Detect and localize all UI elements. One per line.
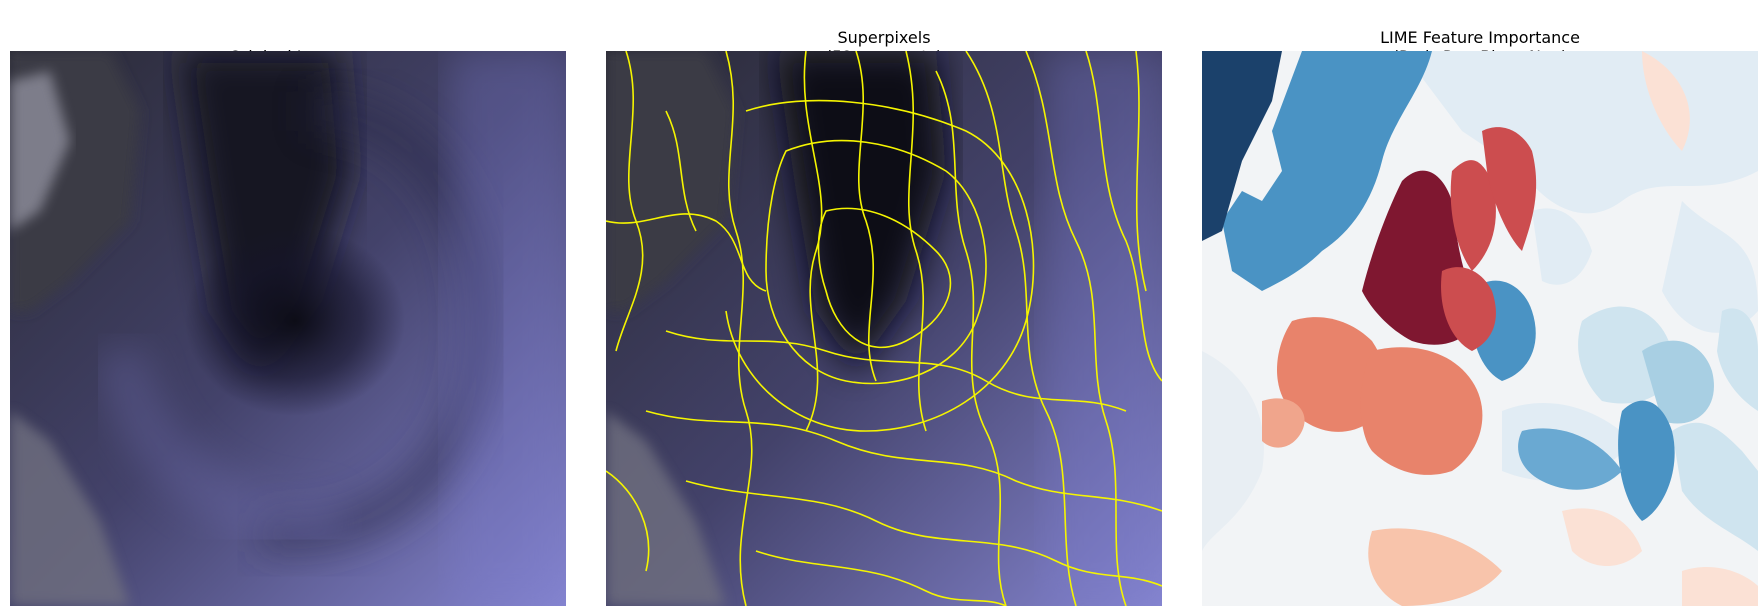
superpixel-boundaries [606,51,1162,606]
original-image-panel: Original Image [10,0,566,615]
lime-title: LIME Feature Importance [1380,28,1580,47]
superpixels-title: Superpixels [837,28,931,47]
lime-panel: LIME Feature Importance (Red=Pos, Blue=N… [1202,0,1758,615]
lime-heatmap [1202,51,1758,606]
original-image [10,51,566,606]
superpixels-image [606,51,1162,606]
superpixels-panel: Superpixels (52 segments) [606,0,1162,615]
